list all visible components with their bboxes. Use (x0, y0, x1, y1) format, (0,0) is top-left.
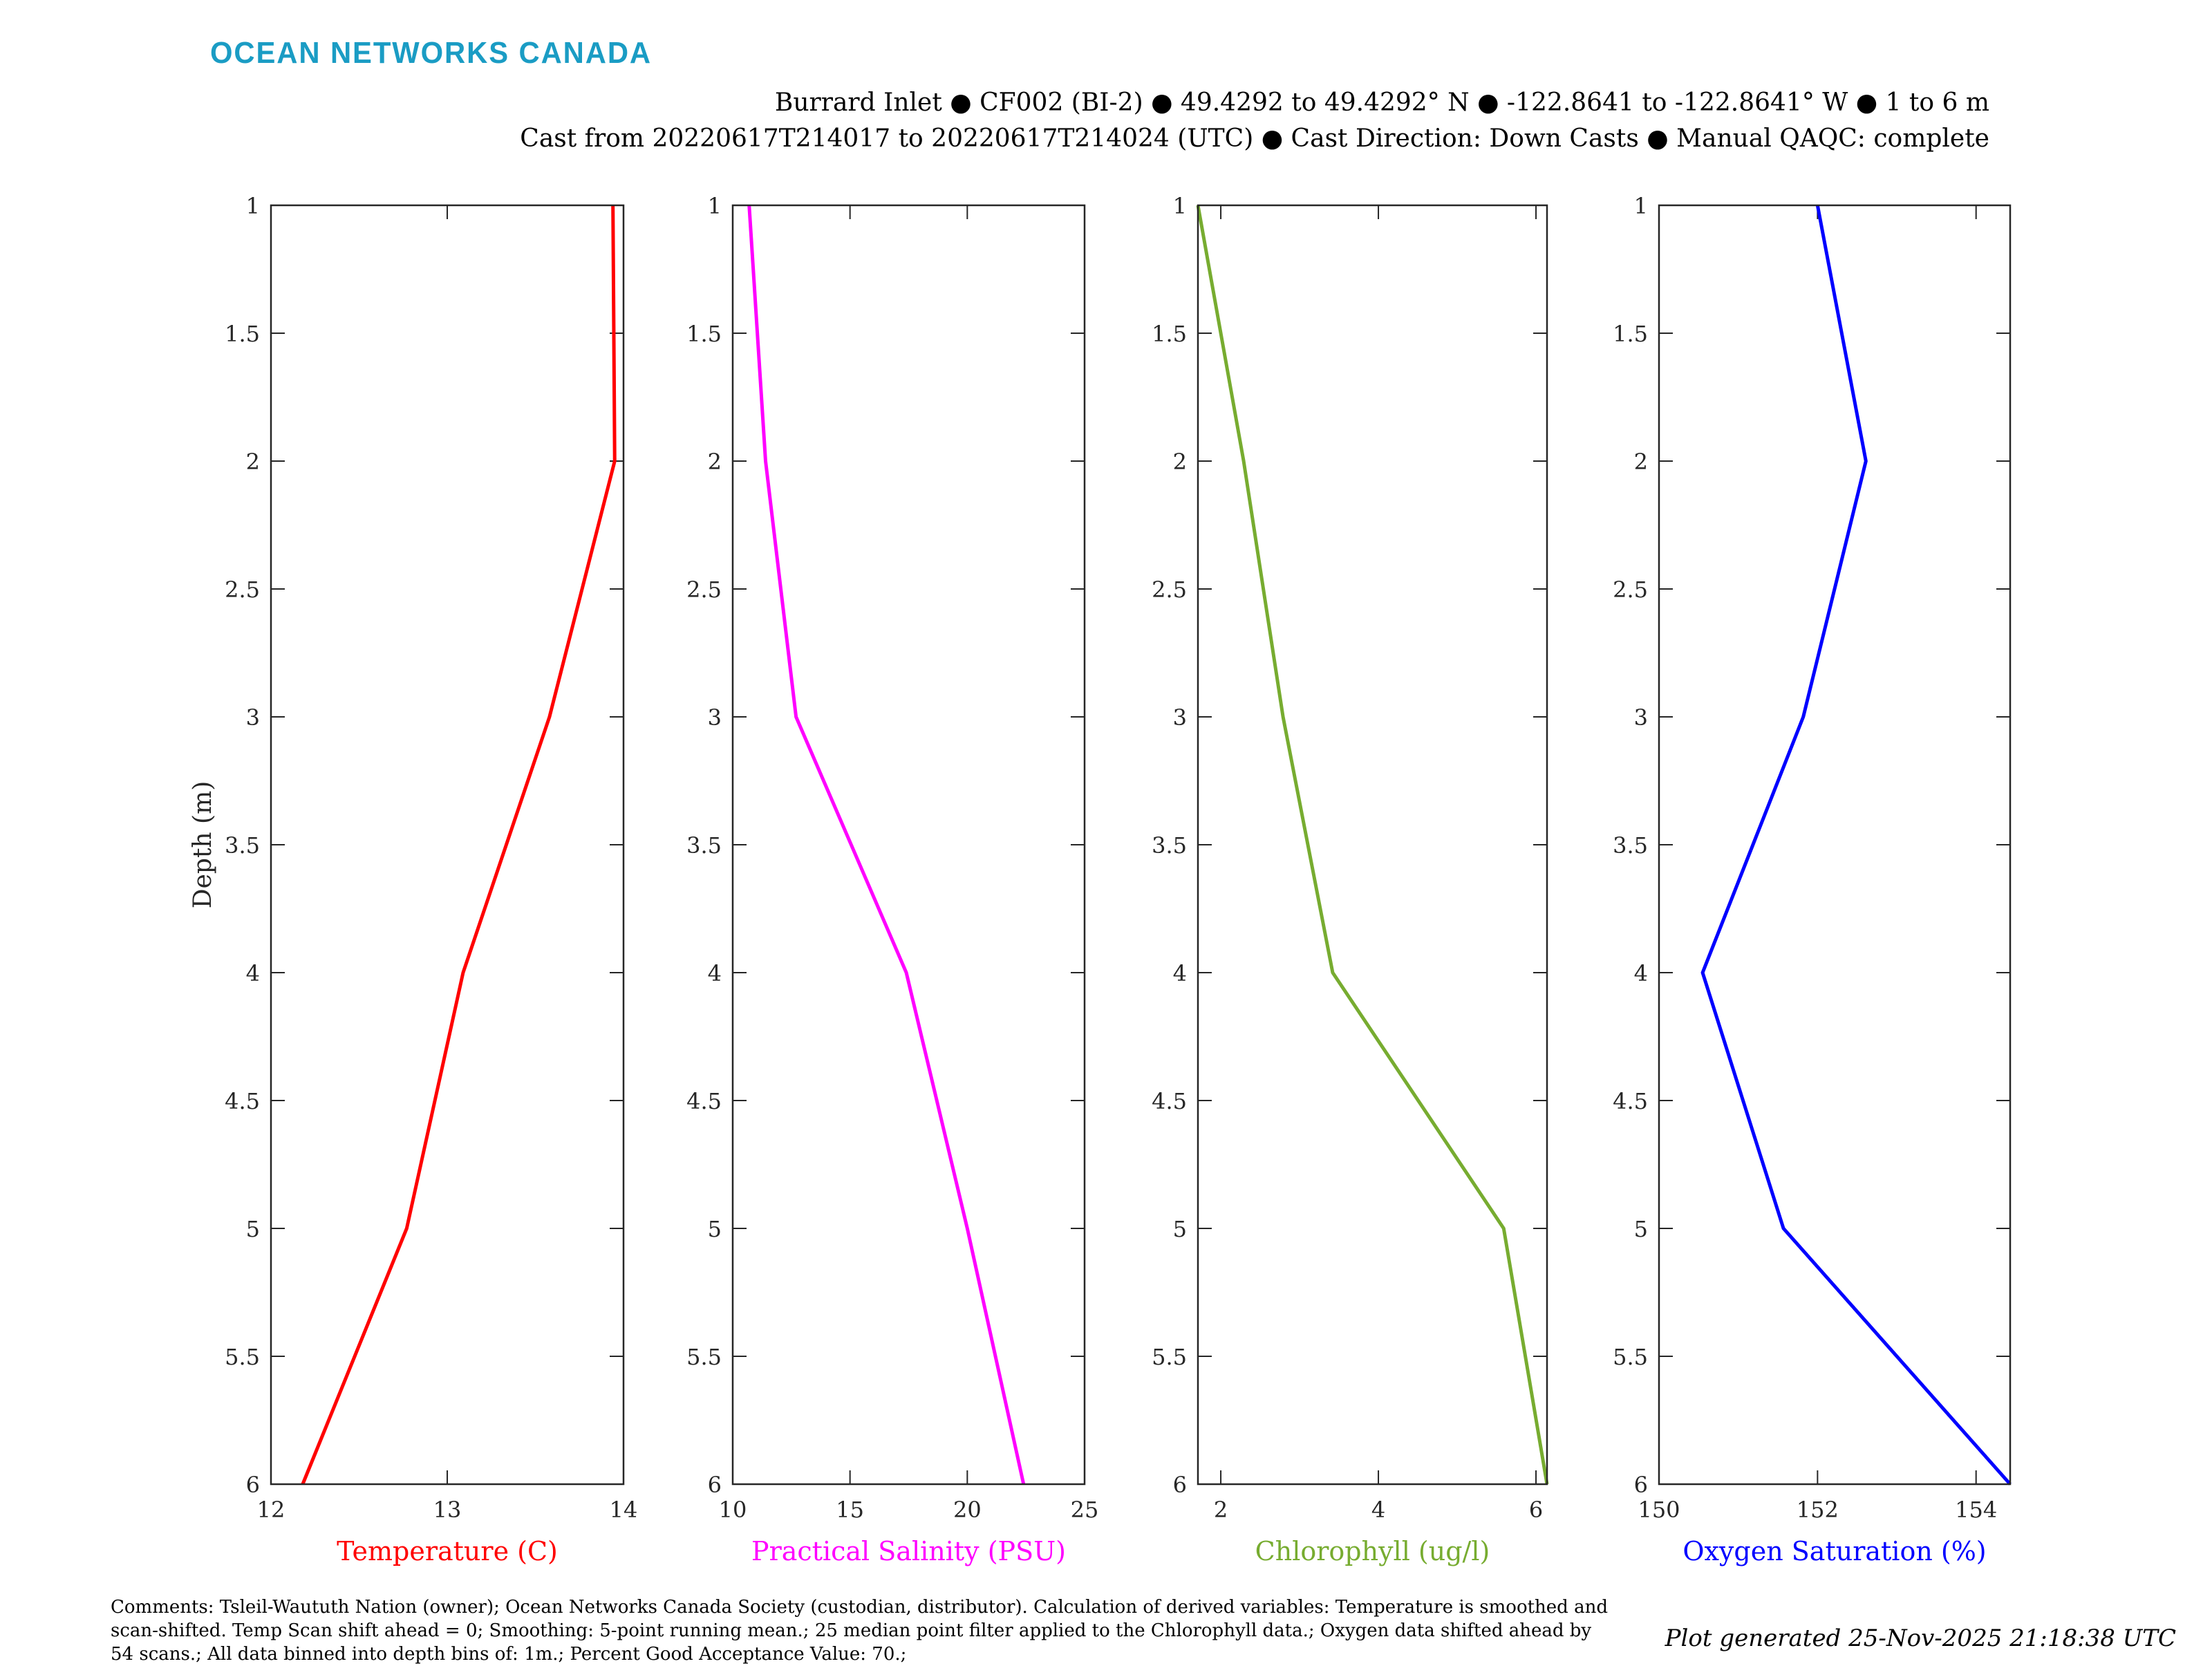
y-tick-label: 4.5 (686, 1088, 722, 1114)
comments-text: Comments: Tsleil-Waututh Nation (owner);… (111, 1597, 1608, 1665)
y-tick-label: 6 (708, 1472, 722, 1498)
y-tick-label: 3 (246, 704, 260, 731)
y-tick-label: 6 (1634, 1472, 1648, 1498)
y-tick-label: 5.5 (1613, 1344, 1648, 1370)
x-axis-label: Temperature (C) (337, 1536, 558, 1566)
data-point (1282, 716, 1284, 718)
y-tick-label: 4.5 (1613, 1088, 1648, 1114)
y-tick-label: 2 (1634, 449, 1648, 475)
y-tick-label: 4 (1634, 960, 1648, 986)
y-tick-label: 1 (246, 193, 260, 219)
data-point (406, 1228, 407, 1229)
y-tick-label: 2 (1173, 449, 1187, 475)
ocean-networks-canada-logo: OCEAN NETWORKS CANADA (210, 36, 653, 70)
x-tick-label: 6 (1529, 1497, 1543, 1523)
y-tick-label: 2.5 (1152, 577, 1187, 603)
y-tick-label: 2.5 (225, 577, 260, 603)
data-line-3 (1196, 205, 1549, 1485)
data-line-4 (1700, 205, 2012, 1486)
y-tick-label: 1.5 (1152, 321, 1187, 347)
y-axis-label: Depth (m) (189, 781, 217, 909)
x-tick-label: 20 (953, 1497, 982, 1523)
y-tick-label: 4 (246, 960, 260, 986)
x-axis-label: Chlorophyll (ug/l) (1255, 1536, 1490, 1566)
y-tick-label: 5 (246, 1216, 260, 1242)
x-tick-label: 12 (257, 1497, 285, 1523)
y-tick-label: 3.5 (686, 832, 722, 859)
y-tick-label: 4 (708, 960, 722, 986)
y-tick-label: 5.5 (225, 1344, 260, 1370)
plot-title-location: Burrard Inlet ● CF002 (BI-2) ● 49.4292 t… (774, 88, 1989, 117)
y-tick-label: 3 (1634, 704, 1648, 731)
x-tick-label: 15 (836, 1497, 864, 1523)
y-tick-label: 6 (1173, 1472, 1187, 1498)
y-tick-label: 1 (708, 193, 722, 219)
y-tick-label: 5.5 (1152, 1344, 1187, 1370)
y-tick-label: 2 (246, 449, 260, 475)
data-point (1503, 1228, 1504, 1229)
y-tick-label: 3.5 (1152, 832, 1187, 859)
y-tick-label: 2 (708, 449, 722, 475)
axes-box (270, 204, 625, 1486)
x-axis-label: Practical Salinity (PSU) (751, 1536, 1066, 1566)
x-tick-label: 154 (1955, 1497, 1997, 1523)
y-tick-label: 1.5 (1613, 321, 1648, 347)
y-tick-label: 5.5 (686, 1344, 722, 1370)
axes-box (1197, 204, 1548, 1486)
y-tick-label: 2.5 (1613, 577, 1648, 603)
y-tick-label: 3 (708, 704, 722, 731)
y-tick-label: 3.5 (1613, 832, 1648, 859)
data-point (966, 1228, 968, 1229)
y-tick-label: 1.5 (686, 321, 722, 347)
data-line-2 (747, 205, 1026, 1485)
x-tick-label: 25 (1071, 1497, 1099, 1523)
y-tick-label: 4.5 (225, 1088, 260, 1114)
data-line-1 (301, 205, 617, 1485)
data-point (549, 716, 550, 718)
x-tick-label: 150 (1638, 1497, 1680, 1523)
x-tick-label: 4 (1371, 1497, 1385, 1523)
data-point (765, 460, 767, 462)
y-tick-label: 1 (1173, 193, 1187, 219)
y-tick-label: 2.5 (686, 577, 722, 603)
plot-generated-timestamp: Plot generated 25-Nov-2025 21:18:38 UTC (1665, 1625, 2176, 1652)
y-tick-label: 1 (1634, 193, 1648, 219)
plot-title-cast: Cast from 20220617T214017 to 20220617T21… (520, 124, 1989, 153)
x-axis-label: Oxygen Saturation (%) (1683, 1536, 1986, 1566)
y-tick-label: 5 (708, 1216, 722, 1242)
y-tick-label: 4 (1173, 960, 1187, 986)
y-tick-label: 4.5 (1152, 1088, 1187, 1114)
y-tick-label: 5 (1634, 1216, 1648, 1242)
panel-1: 1 1.5 2 2.5 3 3.5 4 4.5 5 5.5 612 13 14 Temperature (… (189, 193, 637, 1566)
axes-box (731, 204, 1086, 1486)
x-tick-label: 10 (719, 1497, 747, 1523)
y-tick-label: 6 (246, 1472, 260, 1498)
data-point (1783, 1228, 1784, 1229)
y-tick-label: 1.5 (225, 321, 260, 347)
y-tick-label: 3 (1173, 704, 1187, 731)
x-tick-label: 14 (610, 1497, 638, 1523)
panel-3: 1 1.5 2 2.5 3 3.5 4 4.5 5 5.5 6 2 4 6 Chlorophyll (ug/… (1152, 193, 1549, 1566)
y-tick-label: 5 (1173, 1216, 1187, 1242)
x-tick-label: 13 (433, 1497, 462, 1523)
x-tick-label: 2 (1214, 1497, 1228, 1523)
x-tick-label: 152 (1797, 1497, 1839, 1523)
axes-box (1658, 204, 2012, 1486)
y-tick-label: 3.5 (225, 832, 260, 859)
